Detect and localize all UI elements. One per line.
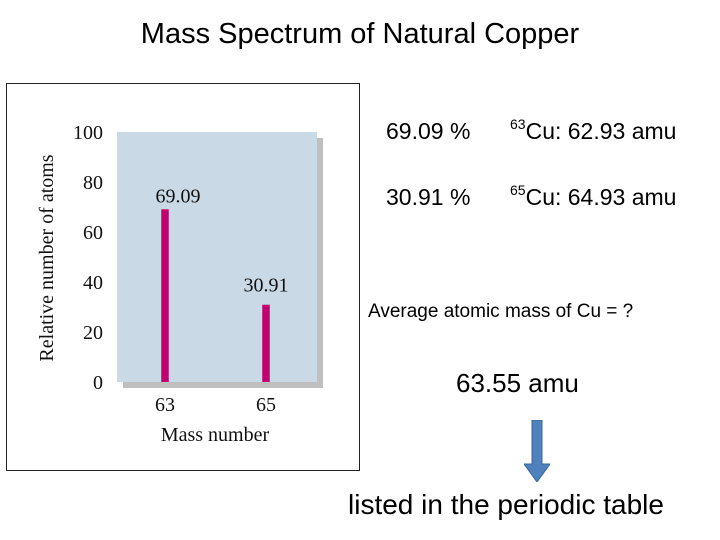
y-tick-label: 0 (93, 372, 103, 394)
y-tick-label: 80 (83, 172, 103, 194)
y-axis-title: Relative number of atoms (36, 154, 58, 361)
isotope-percent: 30.91 % (386, 184, 471, 210)
y-tick-label: 20 (83, 322, 103, 344)
plot-area (117, 132, 317, 382)
isotope-line-63: 69.09 % 63Cu: 62.93 amu (386, 116, 676, 145)
bar (161, 209, 169, 382)
isotope-mass: Cu: 62.93 amu (525, 118, 677, 144)
slide-title: Mass Spectrum of Natural Copper (140, 18, 580, 50)
periodic-table-caption: listed in the periodic table (348, 489, 664, 520)
down-arrow-icon (524, 420, 550, 482)
y-tick-label: 60 (83, 222, 103, 244)
isotope-mass: Cu: 64.93 amu (525, 184, 677, 210)
isotope-mass-number: 65 (510, 182, 526, 198)
data-label: 69.09 (156, 185, 201, 207)
isotope-line-65: 30.91 % 65Cu: 64.93 amu (386, 182, 676, 211)
y-tick-label: 40 (83, 272, 103, 294)
bar (262, 304, 270, 382)
x-tick-label: 63 (155, 394, 175, 416)
isotope-mass-number: 63 (510, 116, 526, 132)
average-mass-question: Average atomic mass of Cu = ? (368, 301, 634, 322)
x-tick-label: 65 (256, 394, 276, 416)
isotope-percent: 69.09 % (386, 118, 471, 144)
y-tick-label: 100 (73, 122, 103, 144)
chart-svg: 0 20 40 60 80 100 69.09 63 30.91 65 Mass number Rel… (36, 122, 323, 446)
average-mass-answer: 63.55 amu (456, 368, 579, 398)
mass-spectrum-chart: 0 20 40 60 80 100 69.09 63 30.91 65 Mass number Rel… (6, 83, 360, 471)
x-axis-title: Mass number (161, 424, 270, 446)
data-label: 30.91 (244, 275, 289, 297)
